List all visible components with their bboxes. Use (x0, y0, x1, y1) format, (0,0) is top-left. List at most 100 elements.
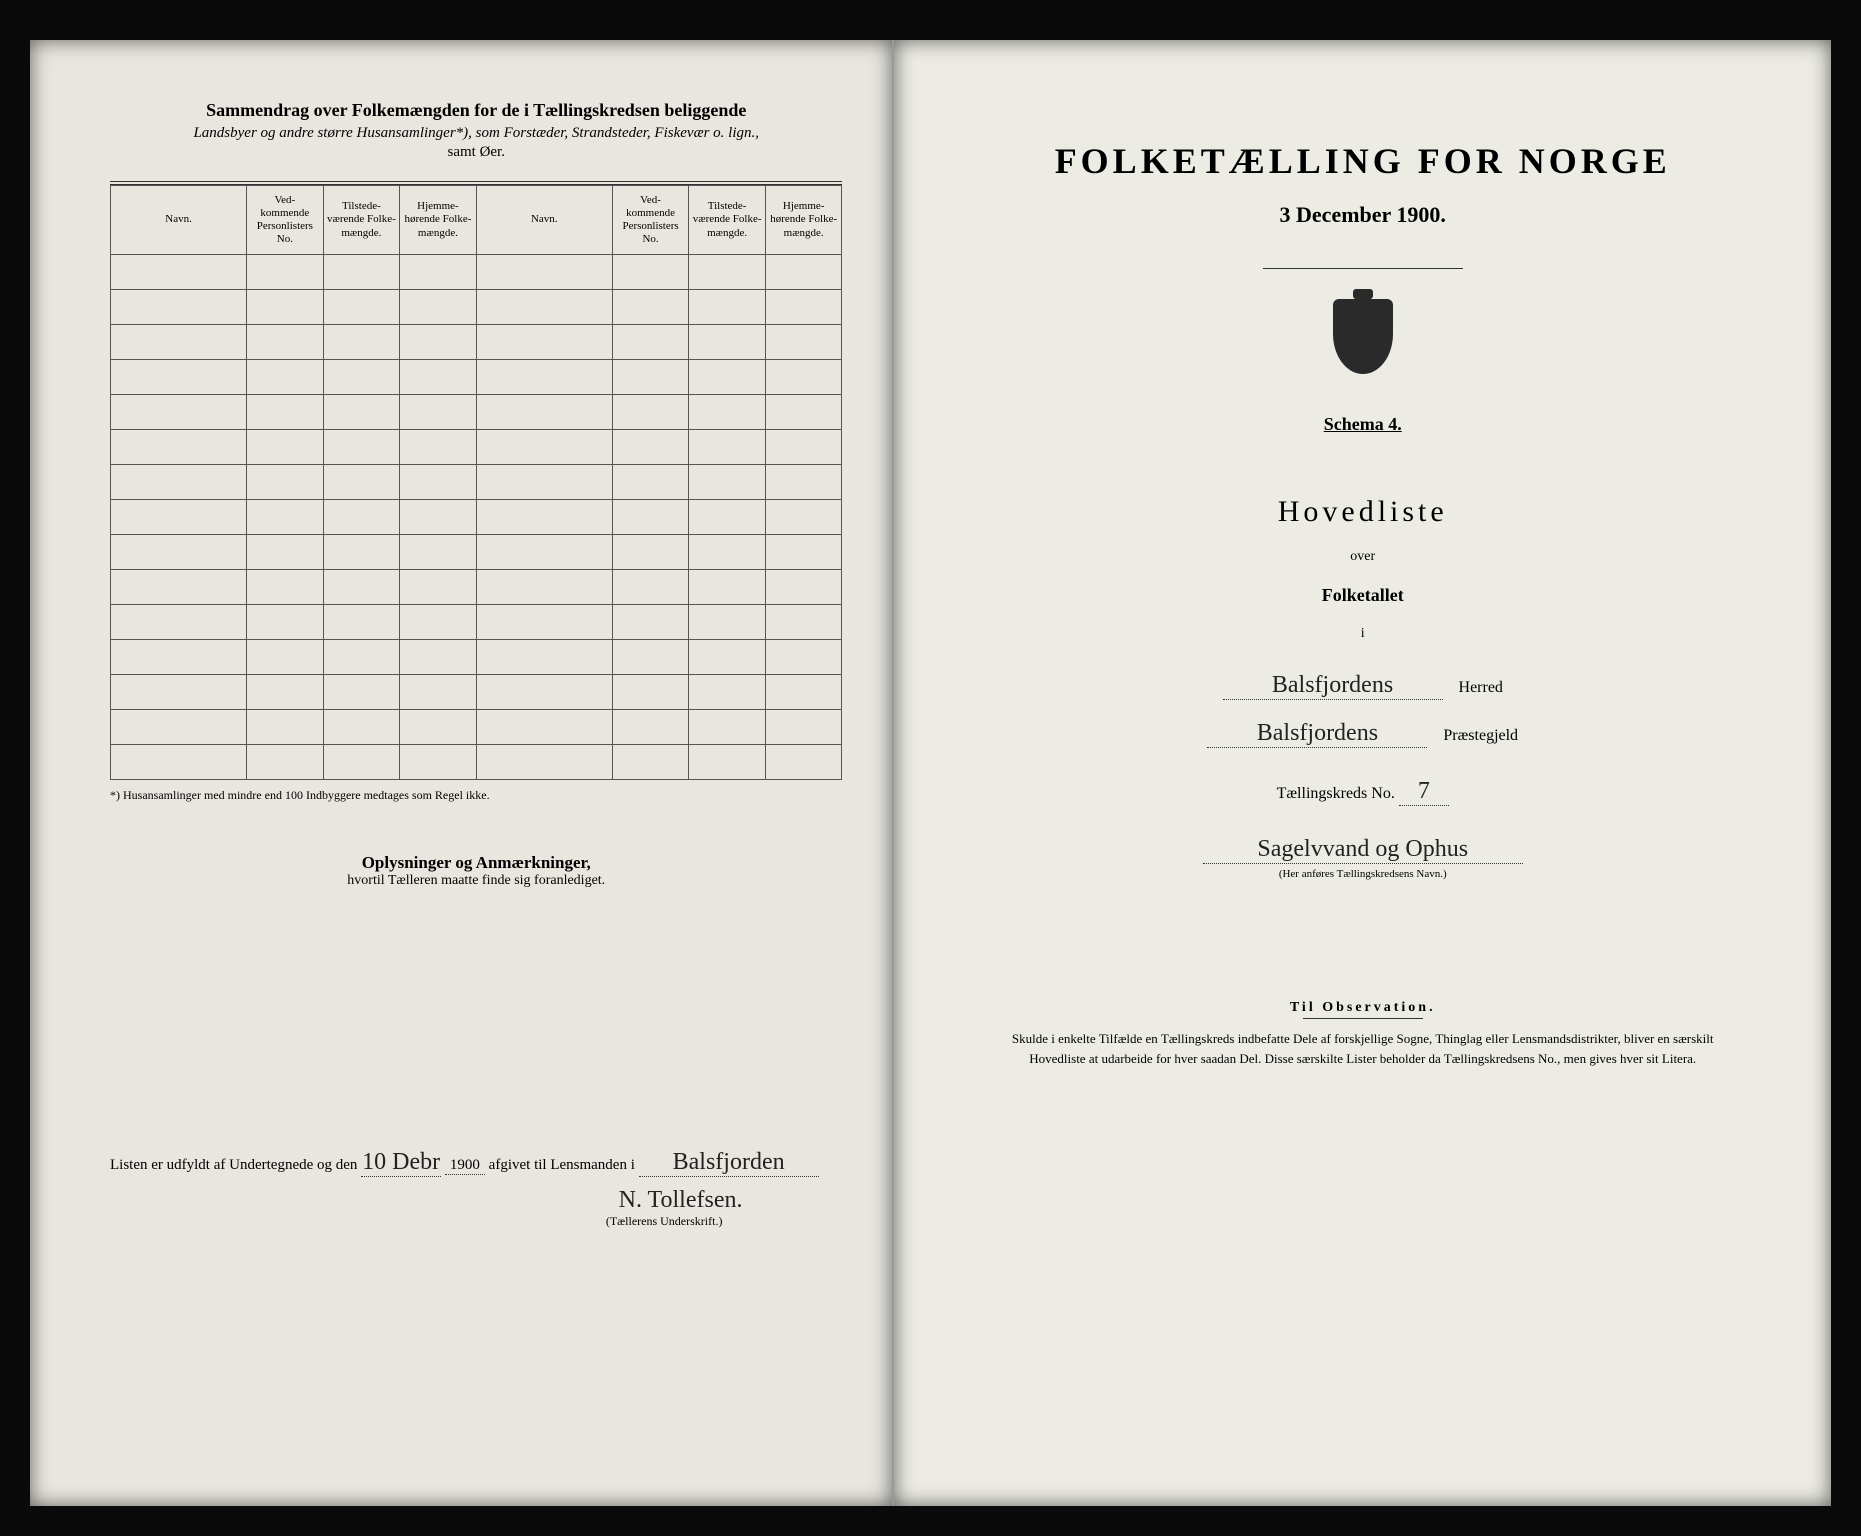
col-vedk-2: Ved- kommende Personlisters No. (612, 186, 689, 255)
table-cell (400, 360, 477, 395)
col-tilstede-1: Tilstede- værende Folke- mængde. (323, 186, 400, 255)
table-cell (765, 605, 842, 640)
main-title: FOLKETÆLLING FOR NORGE (984, 140, 1741, 182)
table-cell (765, 535, 842, 570)
table-cell (400, 255, 477, 290)
table-cell (476, 570, 612, 605)
kreds-caption: (Her anføres Tællingskredsens Navn.) (984, 868, 1741, 880)
table-cell (111, 465, 247, 500)
oplys-title: Oplysninger og Anmærkninger, (110, 853, 842, 873)
table-cell (612, 500, 689, 535)
table-cell (400, 395, 477, 430)
table-cell (689, 535, 766, 570)
table-cell (765, 640, 842, 675)
signature-caption: (Tællerens Underskrift.) (110, 1214, 722, 1229)
table-cell (476, 360, 612, 395)
table-cell (612, 710, 689, 745)
table-cell (612, 570, 689, 605)
table-cell (476, 675, 612, 710)
table-cell (612, 395, 689, 430)
table-cell (612, 255, 689, 290)
divider (1303, 1018, 1423, 1019)
table-cell (476, 605, 612, 640)
i-label: i (984, 626, 1741, 642)
table-cell (765, 745, 842, 780)
table-cell (612, 290, 689, 325)
table-cell (247, 430, 324, 465)
left-subtitle2: samt Øer. (110, 144, 842, 161)
table-cell (111, 290, 247, 325)
table-cell (111, 500, 247, 535)
table-cell (400, 745, 477, 780)
sig-mid: afgivet til Lensmanden i (489, 1157, 635, 1173)
hovedliste: Hovedliste (984, 495, 1741, 529)
table-cell (111, 395, 247, 430)
table-cell (689, 325, 766, 360)
table-cell (247, 640, 324, 675)
table-cell (323, 745, 400, 780)
herred-value: Balsfjordens (1223, 672, 1443, 700)
sig-place: Balsfjorden (639, 1149, 819, 1177)
table-cell (323, 290, 400, 325)
col-hjemme-2: Hjemme- hørende Folke- mængde. (765, 186, 842, 255)
table-cell (765, 290, 842, 325)
table-cell (476, 430, 612, 465)
table-row (111, 745, 842, 780)
table-cell (247, 675, 324, 710)
table-cell (612, 745, 689, 780)
coat-of-arms-icon (1333, 299, 1393, 374)
kreds-label: Tællingskreds No. (1277, 785, 1395, 802)
table-cell (247, 465, 324, 500)
table-cell (247, 605, 324, 640)
table-cell (323, 710, 400, 745)
table-cell (689, 290, 766, 325)
table-cell (111, 325, 247, 360)
table-row (111, 675, 842, 710)
kreds-row: Tællingskreds No. 7 (984, 778, 1741, 806)
table-cell (612, 675, 689, 710)
table-cell (765, 570, 842, 605)
table-cell (323, 500, 400, 535)
table-cell (323, 640, 400, 675)
left-subtitle: Landsbyer og andre større Husansamlinger… (110, 125, 842, 142)
table-row (111, 605, 842, 640)
table-cell (476, 745, 612, 780)
kreds-no: 7 (1399, 778, 1449, 806)
herred-row: Balsfjordens Herred (984, 672, 1741, 700)
table-cell (476, 640, 612, 675)
table-row (111, 570, 842, 605)
table-cell (111, 360, 247, 395)
kreds-name: Sagelvvand og Ophus (1203, 836, 1523, 864)
table-cell (400, 570, 477, 605)
right-page: FOLKETÆLLING FOR NORGE 3 December 1900. … (894, 40, 1831, 1506)
schema-label: Schema 4. (1324, 414, 1402, 435)
table-cell (765, 255, 842, 290)
table-row (111, 640, 842, 675)
folketallet: Folketallet (984, 585, 1741, 606)
table-cell (689, 570, 766, 605)
table-cell (400, 465, 477, 500)
table-cell (323, 675, 400, 710)
table-row (111, 500, 842, 535)
footnote: *) Husansamlinger med mindre end 100 Ind… (110, 788, 842, 803)
col-tilstede-2: Tilstede- værende Folke- mængde. (689, 186, 766, 255)
table-cell (689, 255, 766, 290)
table-cell (400, 640, 477, 675)
table-cell (247, 535, 324, 570)
table-cell (247, 745, 324, 780)
table-row (111, 535, 842, 570)
table-cell (476, 465, 612, 500)
table-cell (765, 710, 842, 745)
obs-title: Til Observation. (984, 1000, 1741, 1016)
table-cell (765, 360, 842, 395)
census-date: 3 December 1900. (984, 202, 1741, 228)
col-hjemme-1: Hjemme- hørende Folke- mængde. (400, 186, 477, 255)
table-cell (323, 430, 400, 465)
table-cell (476, 710, 612, 745)
table-cell (111, 675, 247, 710)
table-cell (689, 605, 766, 640)
table-cell (400, 710, 477, 745)
table-cell (612, 325, 689, 360)
table-cell (476, 325, 612, 360)
sig-prefix: Listen er udfyldt af Undertegnede og den (110, 1157, 357, 1173)
